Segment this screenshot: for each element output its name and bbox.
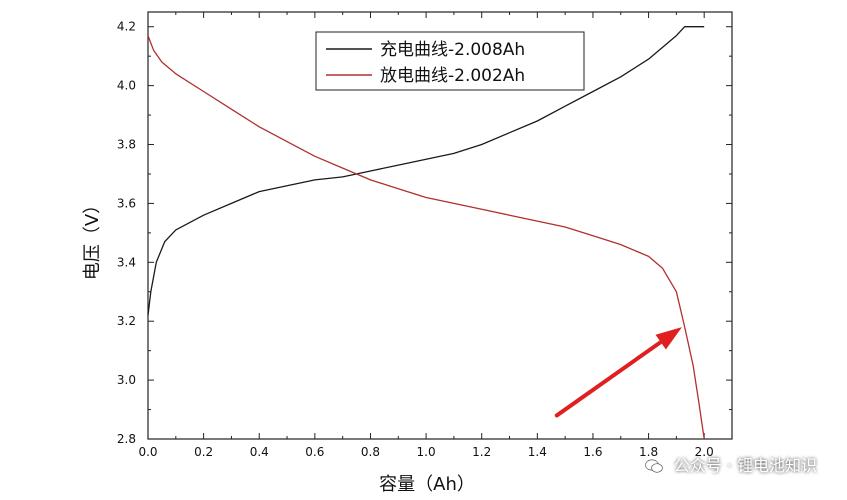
annotation-layer <box>554 327 682 418</box>
x-tick-label: 0.8 <box>361 445 380 459</box>
y-tick-label: 4.2 <box>117 20 136 34</box>
x-tick-label: 1.8 <box>639 445 658 459</box>
x-tick-label: 0.0 <box>138 445 157 459</box>
y-tick-label: 3.2 <box>117 314 136 328</box>
plot-frame <box>147 11 733 440</box>
series-layer <box>147 26 705 440</box>
watermark: 公众号 · 锂电池知识 <box>644 452 817 476</box>
y-tick-label: 2.8 <box>117 432 136 446</box>
legend-label: 充电曲线-2.008Ah <box>380 40 525 60</box>
y-tick-label: 3.8 <box>117 138 136 152</box>
x-tick-label: 0.6 <box>305 445 324 459</box>
watermark-text: 公众号 · 锂电池知识 <box>673 456 817 475</box>
legend-box <box>315 31 585 91</box>
legend: 充电曲线-2.008Ah 放电曲线-2.002Ah <box>315 31 585 91</box>
x-axis-ticks: 0.0 0.2 0.4 0.6 0.8 1.0 1.2 1.4 1.6 1.8 2.0 <box>138 12 714 459</box>
x-axis-title: 容量（Ah） <box>379 474 475 495</box>
series-line-charge <box>147 26 705 316</box>
y-axis-ticks: 2.8 3.0 3.2 3.4 3.6 3.8 4.0 4.2 <box>117 20 732 446</box>
plot-border <box>147 11 733 440</box>
x-tick-label: 1.4 <box>528 445 547 459</box>
y-tick-label: 3.6 <box>117 196 136 210</box>
series-line-discharge <box>147 35 705 440</box>
arrow-shaft <box>554 340 663 418</box>
x-tick-label: 1.0 <box>417 445 436 459</box>
x-tick-label: 1.2 <box>472 445 491 459</box>
y-axis-title: 电压（V） <box>82 196 103 280</box>
wechat-icon <box>644 459 663 473</box>
x-tick-label: 0.4 <box>250 445 269 459</box>
y-tick-label: 4.0 <box>117 79 136 93</box>
legend-label: 放电曲线-2.002Ah <box>380 66 525 86</box>
y-tick-label: 3.4 <box>117 255 136 269</box>
x-tick-label: 1.6 <box>583 445 602 459</box>
x-tick-label: 0.2 <box>194 445 213 459</box>
x-tick-label: 2.0 <box>695 445 714 459</box>
y-tick-label: 3.0 <box>117 373 136 387</box>
arrow-head <box>655 327 682 350</box>
